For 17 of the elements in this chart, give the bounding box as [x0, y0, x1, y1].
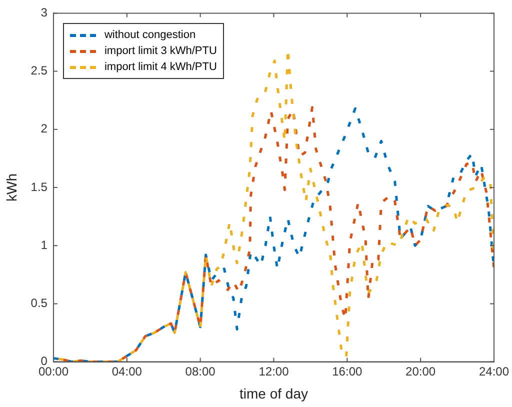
legend-label: import limit 4 kWh/PTU [104, 61, 217, 74]
x-tick-label: 16:00 [332, 364, 362, 378]
x-tick-label: 20:00 [406, 364, 436, 378]
y-tick-label: 3 [40, 6, 48, 20]
x-tick-label: 08:00 [185, 364, 216, 378]
x-tick-label: 04:00 [112, 364, 142, 378]
y-tick-label: 2.5 [30, 64, 48, 78]
x-tick-label: 12:00 [258, 364, 290, 378]
y-tick-label: 0.5 [30, 296, 48, 310]
legend-label: import limit 3 kWh/PTU [104, 45, 217, 58]
y-axis-title: kWh [3, 174, 20, 202]
x-axis-title: time of day [239, 385, 308, 402]
legend-label: without congestion [104, 29, 196, 42]
y-tick-label: 2 [40, 122, 48, 136]
y-tick-label: 1 [40, 238, 48, 252]
x-tick-label: 24:00 [478, 364, 510, 378]
y-tick-label: 1.5 [30, 180, 48, 194]
